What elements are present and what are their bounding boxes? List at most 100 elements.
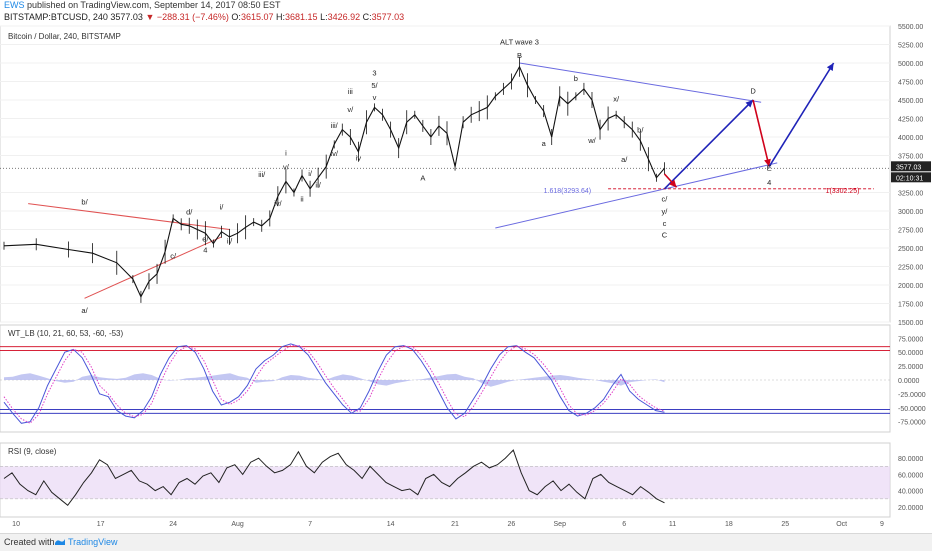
time-tick-label: 25 [781,521,789,528]
wave-label: iv [356,154,362,163]
main-y-tick-label: 5500.00 [898,24,923,31]
wave-label: D [750,86,756,95]
triangle-upper-line [28,203,230,230]
publish-bar: EWS published on TradingView.com, Septem… [0,0,932,12]
wt2-line [3,345,665,424]
main-pane[interactable]: Bitcoin / Dollar, 240, BITSTAMP 5500.00 5… [0,24,931,327]
wave-label: c/ [662,194,669,203]
ohlc-high-label: H: [276,12,285,22]
time-tick-label: Aug [231,521,244,528]
main-y-tick-label: 1500.00 [898,320,923,327]
rsi-band [0,466,890,499]
wave-label: ii/ [227,237,233,246]
wave-label: 4 [767,178,771,187]
rsi-y-tick-label: 40.0000 [898,489,923,496]
projection-arrow-final [768,62,835,168]
projection-arrow-down-head [764,158,771,167]
time-axis[interactable]: 10 17 24 Aug 7 14 21 26 Sep 6 11 18 25 Oct 9 [12,521,884,528]
tradingview-brand[interactable]: TradingView [68,537,118,547]
wave-label: a [542,139,547,148]
main-overlays: 1.618(3293.64) 1(3302.25) [28,62,874,299]
main-y-tick-label: 4500.00 [898,98,923,105]
wave-label: c [663,219,667,228]
wave-label: 5/ [371,81,378,90]
main-y-tick-label: 2250.00 [898,265,923,272]
main-price-axis[interactable]: 5500.00 5250.00 5000.00 4750.00 4500.00 4250.… [891,24,931,327]
wave-label: c/ [170,251,177,260]
wave-label: v/ [283,163,290,172]
rsi-axis[interactable]: 80.0000 60.0000 40.0000 20.0000 [898,456,923,512]
rsi-pane[interactable]: RSI (9, close) 80.0000 60.0000 40.0000 20.0… [0,442,923,518]
wt-y-tick-label: 75.0000 [898,336,923,343]
main-pane-title: Bitcoin / Dollar, 240, BITSTAMP [8,32,121,41]
time-tick-label: 17 [97,521,105,528]
time-tick-label: 26 [508,521,516,528]
projection-arrow-down [752,99,770,167]
time-tick-label: 11 [669,521,676,528]
wave-label: b/ [637,126,644,135]
wt-pane[interactable]: WT_LB (10, 21, 60, 53, -60, -53) 75.0000… [0,324,926,433]
price-series [3,56,835,303]
chart-canvas[interactable]: Bitcoin / Dollar, 240, BITSTAMP 5500.00 5… [0,24,932,533]
footer-bar: Created with TradingView [0,533,932,551]
wt-histogram-area [4,373,665,387]
ohlc-low-value: 3426.92 [327,12,361,22]
wave-label: v/ [347,105,354,114]
time-tick-label: 10 [12,521,20,528]
projection-arrow-c-head [669,179,677,188]
countdown-tag-label: 02:10:31 [896,175,923,182]
wave-label: ALT wave 3 [500,38,539,47]
tradingview-logo-icon [55,539,65,545]
time-tick-label: 9 [880,521,884,528]
username-link[interactable]: EWS [4,0,25,10]
main-grid [0,25,890,323]
main-y-tick-label: 4250.00 [898,117,923,124]
ohlc-low-label: L: [320,12,328,22]
wave-label: iv/ [330,149,338,158]
wt-series [0,343,890,424]
rsi-y-tick-label: 80.0000 [898,456,923,463]
wt-y-tick-label: 25.0000 [898,364,923,371]
rsi-y-tick-label: 60.0000 [898,472,923,479]
wave-label: iii [348,87,353,96]
projection-arrow-up-head [745,100,754,108]
time-tick-label: 21 [451,521,459,528]
wave-label: ii [300,194,304,203]
main-y-tick-label: 3000.00 [898,209,923,216]
wt-y-tick-label: 50.0000 [898,350,923,357]
wt-y-tick-label: 0.0000 [898,378,920,385]
rsi-series [0,449,890,507]
wave-label: e/ [202,234,209,243]
wave-label: ii/ [315,180,321,189]
time-tick-label: 24 [169,521,177,528]
main-y-tick-label: 4750.00 [898,80,923,87]
wave-label: C [662,231,668,240]
ohlc-high-value: 3681.15 [285,12,318,22]
wave-label: w/ [587,136,596,145]
wave-label: B [517,51,522,60]
wave-label: 3 [372,69,376,78]
price-line [3,65,665,299]
projection-arrow-final-head [826,63,834,71]
main-y-tick-label: 2500.00 [898,246,923,253]
ohlc-close-value: 3577.03 [371,12,405,22]
wave-label: iii/ [258,170,266,179]
wedge-lower-line [495,162,778,229]
rsi-y-tick-label: 20.0000 [898,505,923,512]
fib-label: 1(3302.25) [826,188,860,195]
wt-pane-title: WT_LB (10, 21, 60, 53, -60, -53) [8,329,124,338]
wave-label: b [574,74,578,83]
price-change: ▼ −288.31 (−7.46%) [145,12,229,22]
ohlc-close-label: C: [362,12,372,22]
time-tick-label: 14 [387,521,395,528]
time-tick-label: 7 [308,521,312,528]
wave-label: v [373,93,377,102]
ohlc-open-value: 3615.07 [240,12,274,22]
main-y-tick-label: 1750.00 [898,302,923,309]
main-y-tick-label: 2000.00 [898,283,923,290]
time-tick-label: 18 [725,521,733,528]
wave-labels: ALT wave 3BbDx/b/w/aa/E4c/y/cC35/viiiv/i… [81,38,771,316]
created-with-text: Created with [4,537,55,547]
wave-label: 4 [203,245,207,254]
wt-axis[interactable]: 75.0000 50.0000 25.0000 0.0000 -25.0000 -50.0… [898,336,926,426]
